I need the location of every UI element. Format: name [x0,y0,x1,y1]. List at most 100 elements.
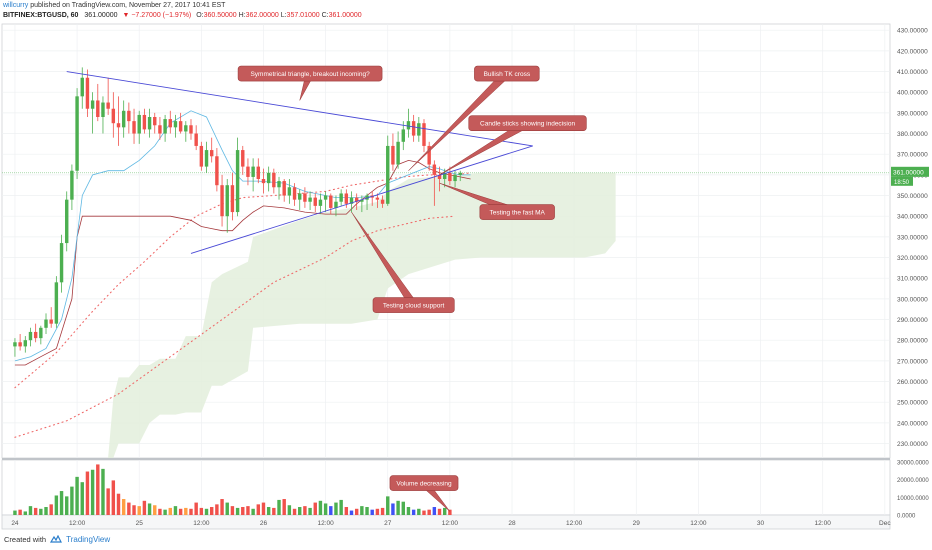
candle-body [406,121,411,130]
candle-body [70,170,74,200]
volume-bar [23,511,28,515]
candle-body [163,119,167,134]
volume-bar [147,503,152,515]
annotation-box [237,65,383,82]
candle-body [49,319,53,324]
time-tick-label: 25 [136,520,144,527]
volume-bar [437,508,442,515]
annotation-text: Symmetrical triangle, breakout incoming? [250,71,370,78]
volume-bar [28,506,33,515]
candle-body [59,243,64,283]
candle-body [199,145,204,167]
ohlc-values: 361.00000 ▼ −7.27000 (−1.97%) O:360.5000… [84,12,361,19]
volume-bar [90,469,95,515]
volume-bar [70,486,74,515]
price-tick-label: 350.00000 [897,193,928,200]
volume-bar [396,500,400,515]
candle-body [230,185,235,213]
volume-bar [199,507,204,515]
annotation-box [474,65,540,82]
volume-bar [422,510,426,515]
close-label: C: [321,12,329,19]
candle-body [396,141,400,165]
candle-body [313,197,317,206]
candle-body [28,331,33,341]
candle-body [303,193,307,202]
current-price-badge [891,166,929,177]
candle-body [44,319,48,328]
time-tick-label: Dec [879,520,891,527]
symbol-label[interactable]: BITFINEX:BTGUSD, 60 [3,12,79,19]
time-tick-label: 30 [757,520,765,527]
volume-bar [432,507,437,515]
annotation-text: Volume decreasing [396,480,452,487]
candle-body [360,199,364,202]
volume-bar [121,499,126,515]
volume-bar [246,506,250,515]
volume-bar [230,506,235,515]
countdown-badge [891,176,913,186]
volume-bar [111,480,116,515]
candle-body [287,187,292,196]
volume-bar [406,507,411,515]
candle-body [13,342,17,347]
tradingview-brand[interactable]: TradingView [66,535,111,544]
volume-bar [323,503,328,515]
volume-bar [80,482,84,515]
volume-tick-label: 10000.0000 [897,496,929,502]
volume-bar [189,508,193,515]
time-tick-label: 24 [11,520,19,527]
candle-body [54,282,59,324]
candle-body [277,181,281,188]
candle-body [189,125,193,134]
volume-bar [272,507,276,515]
candle-body [220,185,224,217]
candle-body [90,100,95,109]
volume-bar [354,508,359,515]
volume-bar [33,507,38,515]
trendline [190,145,533,254]
price-tick-label: 300.00000 [897,296,928,303]
candle-body [375,197,380,200]
volume-bar [401,501,405,515]
price-tick-label: 400.00000 [897,90,928,97]
volume-bar [442,507,447,515]
fast-ma-line [14,172,472,389]
volume-bar [380,507,385,515]
volume-bar [349,510,354,515]
current-price-label: 361.00000 [893,169,924,176]
volume-bar [65,496,69,515]
volume-bar [370,509,374,515]
candle-body [121,110,126,128]
volume-bar [344,507,349,515]
volume-bar [137,506,141,515]
candle-body [339,193,343,202]
annotation-box [389,475,459,491]
candle-body [168,119,172,128]
price-tick-label: 390.00000 [897,110,928,117]
volume-bar [448,509,452,515]
tenkan-line [14,110,471,362]
candle-body [147,117,152,130]
candle-body [251,166,255,177]
volume-bar [101,468,105,515]
volume-bar [106,488,110,515]
price-change: ▼ −7.27000 (−1.97%) [122,12,192,19]
candle-body [386,145,390,204]
volume-tick-label: 0.0000 [897,514,916,520]
candle-body [39,327,43,339]
candle-body [158,125,162,134]
volume-bar [391,503,395,515]
footer: Created with TradingView [4,535,110,544]
ichimoku-cloud [82,172,616,458]
candle-body [349,197,354,204]
time-tick-label: 26 [260,520,268,527]
price-tick-label: 430.00000 [897,28,928,35]
candle-body [458,172,462,175]
author-link[interactable]: willcurry [3,2,29,9]
volume-bar [339,499,343,515]
price-tick-label: 320.00000 [897,255,928,262]
candle-body [308,197,312,202]
